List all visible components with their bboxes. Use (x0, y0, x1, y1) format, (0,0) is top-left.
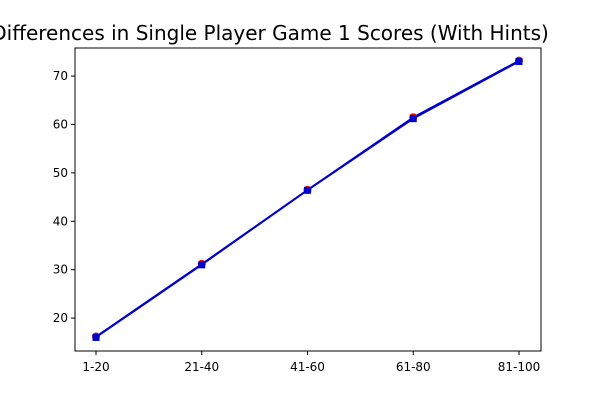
series-2-point (198, 261, 206, 269)
y-tick-label: 50 (53, 166, 68, 180)
y-tick-label: 20 (53, 311, 68, 325)
y-tick-label: 30 (53, 263, 68, 277)
y-tick-label: 70 (53, 69, 68, 83)
y-axis: 20 30 40 50 60 70 (53, 69, 75, 325)
series-lines (95, 59, 520, 339)
y-tick-label: 40 (53, 214, 68, 228)
y-tick-label: 60 (53, 117, 68, 131)
chart-title: Gender Differences in Single Player Game… (0, 21, 549, 45)
x-axis: 1-20 21-40 41-60 61-80 81-100 (82, 351, 540, 374)
x-tick-label: 81-100 (498, 360, 541, 374)
x-tick-label: 61-80 (396, 360, 431, 374)
series-2-point (92, 333, 100, 341)
plot-frame (74, 47, 542, 352)
x-tick-label: 21-40 (184, 360, 219, 374)
series-line-1 (95, 59, 520, 338)
x-tick-label: 1-20 (82, 360, 109, 374)
series-2-point (409, 115, 417, 123)
series-2-point (304, 186, 311, 194)
series-2-point (515, 58, 523, 66)
x-tick-label: 41-60 (290, 360, 325, 374)
series-markers (92, 56, 523, 341)
series-line-2 (95, 60, 520, 339)
